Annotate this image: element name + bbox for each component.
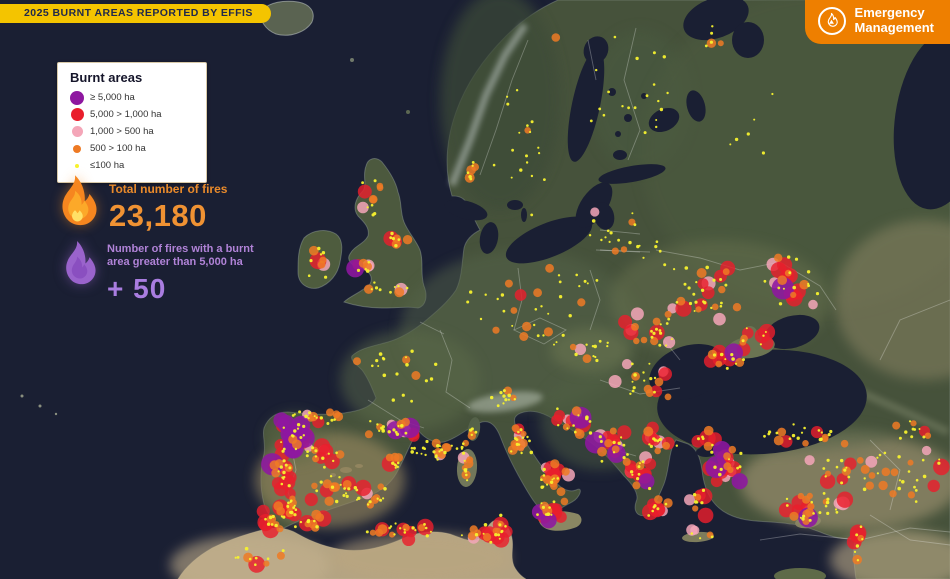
legend-label: 1,000 > 500 ha bbox=[90, 126, 154, 137]
large-fires-value: + 50 bbox=[107, 273, 167, 305]
shetland bbox=[406, 110, 410, 114]
legend-label: ≤100 ha bbox=[90, 160, 125, 171]
iceland bbox=[260, 0, 314, 36]
burnt-ge-5000-ha-dots bbox=[261, 259, 818, 529]
legend-label: ≥ 5,000 ha bbox=[90, 92, 135, 103]
azores-2 bbox=[38, 404, 42, 408]
total-fires-text: Total number of fires 23,180 bbox=[109, 174, 227, 234]
legend-swatch-icon bbox=[75, 163, 79, 168]
legend-swatch-icon bbox=[71, 126, 83, 137]
logo-line2: Management bbox=[854, 19, 934, 35]
legend-label: 500 > 100 ha bbox=[90, 143, 146, 154]
legend-swatch-icon bbox=[70, 90, 84, 105]
faroe-islands bbox=[350, 58, 354, 62]
burnt-le-100-ha-dots bbox=[234, 25, 941, 566]
legend-item: 500 > 100 ha bbox=[68, 141, 196, 156]
burnt-500-100-ha-dots bbox=[243, 33, 932, 567]
total-fires-value: 23,180 bbox=[109, 198, 207, 233]
terrain-patches bbox=[170, 0, 950, 579]
nile-delta bbox=[774, 568, 826, 579]
legend-swatch-icon bbox=[73, 144, 81, 153]
legend-item: 5,000 > 1,000 ha bbox=[68, 107, 196, 122]
fire-dots-layer bbox=[234, 25, 950, 573]
logo-text: Emergency Management bbox=[854, 5, 934, 35]
purple-flame-icon bbox=[66, 241, 96, 285]
legend-swatch-icon bbox=[70, 108, 84, 121]
burnt-areas-legend: Burnt areas ≥ 5,000 ha 5,000 > 1,000 ha 1,… bbox=[57, 62, 207, 183]
emergency-management-logo: Emergency Management bbox=[804, 0, 950, 45]
legend-label: 5,000 > 1,000 ha bbox=[90, 109, 162, 120]
legend-item: 1,000 > 500 ha bbox=[68, 124, 196, 139]
total-fires-label: Total number of fires bbox=[109, 182, 228, 196]
legend-title: Burnt areas bbox=[70, 70, 143, 85]
legend-rows: ≥ 5,000 ha 5,000 > 1,000 ha 1,000 > 500 ha… bbox=[68, 90, 196, 173]
large-fires-label: Number of fires with a burnt area greate… bbox=[107, 243, 254, 269]
azores-3 bbox=[54, 412, 58, 416]
azores-1 bbox=[20, 394, 24, 398]
large-fires-text: Number of fires with a burnt area greate… bbox=[107, 240, 279, 305]
flame-circle-icon bbox=[817, 6, 846, 35]
fire-icon bbox=[62, 175, 97, 226]
title-banner: 2025 BURNT AREAS REPORTED BY EFFIS bbox=[0, 4, 271, 23]
logo-line1: Emergency bbox=[854, 5, 925, 20]
legend-item: ≥ 5,000 ha bbox=[68, 90, 196, 105]
legend-item: ≤100 ha bbox=[68, 158, 196, 173]
large-fires-stat: Number of fires with a burnt area greate… bbox=[56, 240, 279, 305]
total-fires-stat: Total number of fires 23,180 bbox=[50, 174, 227, 234]
